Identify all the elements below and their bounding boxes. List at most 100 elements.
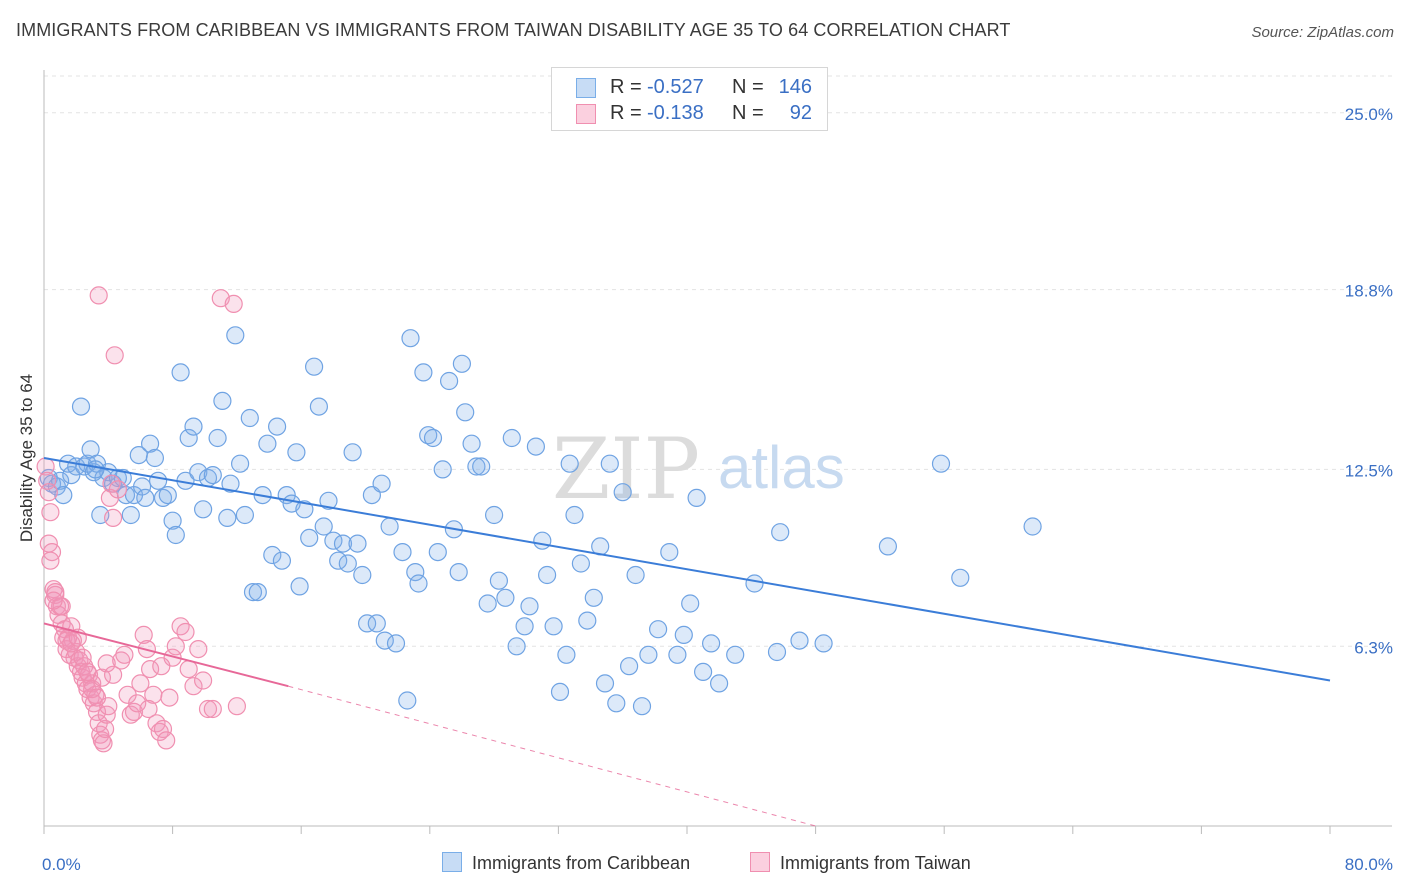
caribbean-point	[681, 594, 700, 613]
caribbean-point	[951, 568, 970, 587]
source-credit: Source: ZipAtlas.com	[1251, 24, 1394, 41]
caribbean-point	[584, 588, 603, 607]
y-tick-label: 12.5%	[1345, 461, 1393, 480]
taiwan-point	[73, 648, 92, 667]
caribbean-point	[626, 565, 645, 585]
caribbean-point	[235, 505, 254, 525]
caribbean-point	[287, 443, 306, 462]
taiwan-point	[105, 346, 124, 365]
caribbean-point	[163, 511, 182, 530]
caribbean-point	[113, 468, 132, 488]
caribbean-point	[71, 397, 91, 416]
taiwan-point	[94, 734, 113, 753]
caribbean-point	[141, 434, 160, 453]
caribbean-point	[632, 697, 652, 716]
y-tick-label: 6.3%	[1354, 638, 1393, 657]
caribbean-point	[171, 363, 190, 382]
r-value: -0.527	[647, 76, 704, 98]
caribbean-point	[189, 463, 208, 482]
caribbean-point	[428, 542, 447, 562]
caribbean-point	[372, 474, 391, 493]
caribbean-point	[515, 617, 534, 636]
caribbean-point	[258, 434, 277, 453]
caribbean-point	[367, 614, 386, 633]
taiwan-point	[41, 551, 60, 570]
caribbean-point	[272, 551, 291, 570]
stats-legend: R = -0.527 N = 146 R = -0.138 N = 92	[551, 67, 828, 131]
caribbean-point	[478, 594, 497, 613]
legend-item-caribbean[interactable]: Immigrants from Caribbean	[442, 852, 690, 874]
taiwan-point	[38, 471, 57, 490]
caribbean-point	[194, 500, 213, 519]
caribbean-point	[136, 488, 155, 507]
caribbean-point	[314, 517, 333, 536]
r-value: -0.138	[647, 102, 704, 124]
caribbean-point	[557, 645, 576, 664]
taiwan-point	[184, 677, 203, 696]
caribbean-point	[790, 631, 809, 650]
caribbean-point	[86, 460, 105, 479]
taiwan-point	[97, 654, 116, 673]
caribbean-point	[452, 354, 471, 373]
caribbean-point	[449, 562, 468, 582]
caribbean-point	[386, 634, 406, 653]
taiwan-point	[89, 286, 108, 305]
taiwan-trend-line	[43, 622, 289, 688]
caribbean-point	[709, 674, 729, 693]
taiwan-point	[194, 671, 213, 690]
caribbean-point	[745, 574, 764, 593]
watermark-atlas: atlas	[718, 434, 845, 501]
taiwan-point	[152, 657, 171, 676]
taiwan-point	[160, 688, 179, 707]
caribbean-point	[358, 614, 377, 633]
caribbean-point	[613, 483, 632, 502]
caribbean-point	[595, 674, 615, 693]
taiwan-point	[115, 645, 134, 664]
legend-item-taiwan[interactable]: Immigrants from Taiwan	[750, 852, 971, 874]
caribbean-point	[398, 691, 417, 710]
taiwan-point	[44, 591, 63, 610]
caribbean-point	[414, 363, 433, 382]
taiwan-trend-extension	[288, 685, 816, 827]
taiwan-point	[166, 637, 185, 656]
caribbean-point	[240, 408, 259, 428]
taiwan-point	[171, 617, 190, 636]
caribbean-point	[544, 617, 563, 636]
n-label: N =	[732, 76, 764, 98]
x-tick-label: 80.0%	[1345, 855, 1393, 874]
caribbean-point	[467, 457, 486, 476]
caribbean-point	[305, 357, 324, 376]
caribbean-point	[767, 642, 787, 662]
caribbean-point	[226, 326, 245, 345]
caribbean-point	[814, 634, 833, 653]
caribbean-point	[145, 448, 164, 468]
caribbean-point	[149, 471, 168, 490]
taiwan-point	[224, 294, 243, 313]
caribbean-point	[639, 645, 658, 664]
x-tick-label: 0.0%	[42, 855, 81, 874]
caribbean-point	[489, 571, 508, 590]
caribbean-point	[121, 505, 140, 525]
taiwan-point	[203, 699, 222, 719]
caribbean-point	[343, 443, 362, 462]
caribbean-point	[472, 457, 491, 476]
taiwan-swatch	[576, 104, 596, 124]
n-value: 146	[778, 76, 812, 98]
taiwan-point	[141, 659, 160, 679]
caribbean-point	[133, 477, 152, 496]
caribbean-point	[648, 620, 668, 639]
caribbean-point	[213, 391, 232, 410]
taiwan-point	[157, 731, 176, 750]
caribbean-point	[203, 466, 222, 485]
chart-title: IMMIGRANTS FROM CARIBBEAN VS IMMIGRANTS …	[16, 20, 1011, 40]
taiwan-point	[189, 639, 208, 659]
caribbean-point	[701, 634, 721, 653]
caribbean-point	[433, 460, 452, 479]
caribbean-point	[231, 454, 250, 473]
caribbean-point	[184, 417, 203, 436]
caribbean-point	[62, 466, 81, 485]
caribbean-point	[353, 565, 372, 585]
caribbean-point	[243, 582, 263, 602]
caribbean-point	[179, 428, 198, 448]
